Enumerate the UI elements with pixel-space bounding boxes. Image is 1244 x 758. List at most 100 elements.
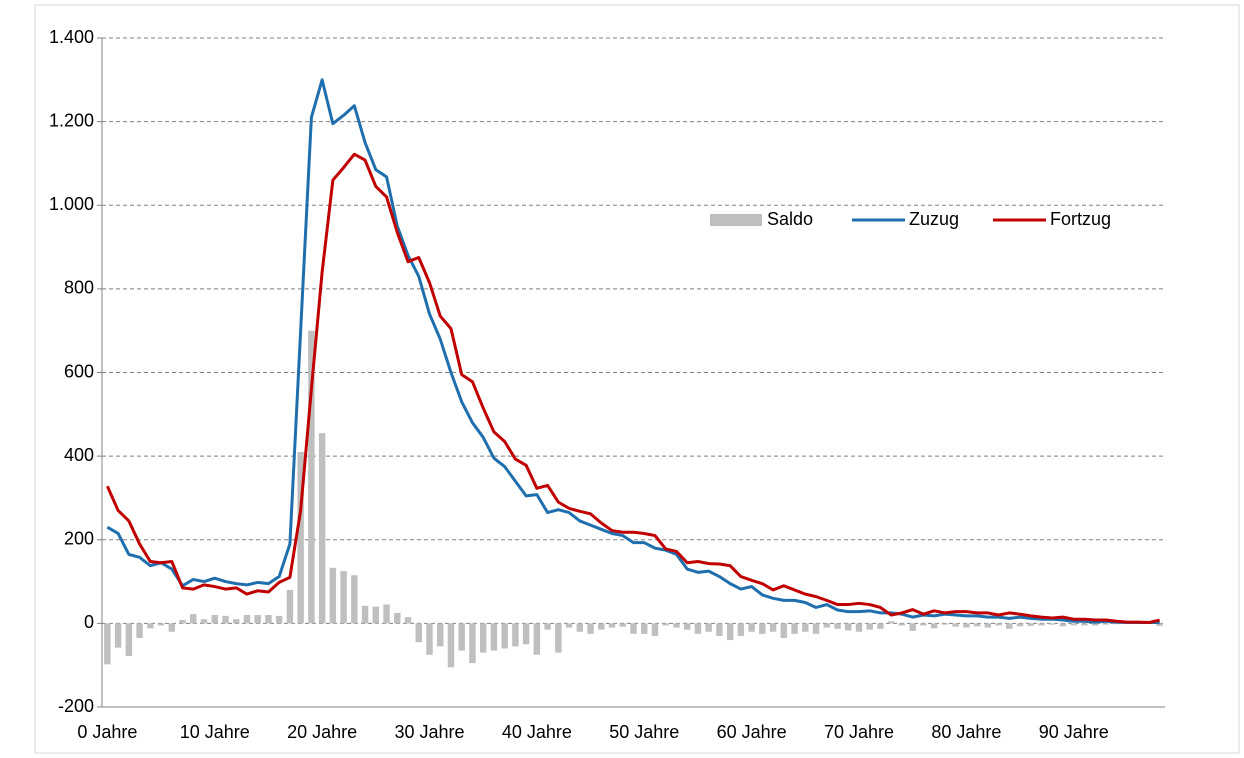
bar <box>920 623 927 626</box>
bar <box>479 623 487 653</box>
bar <box>608 623 616 628</box>
bar <box>533 623 541 655</box>
bar <box>275 615 283 624</box>
bar <box>372 606 380 624</box>
bar <box>232 619 240 624</box>
bar <box>1016 623 1024 627</box>
bar <box>222 615 229 624</box>
bar <box>1070 623 1077 626</box>
bar <box>973 623 981 627</box>
x-tick-label: 30 Jahre <box>394 722 464 742</box>
bar <box>930 623 938 629</box>
y-tick-label: 0 <box>84 612 94 632</box>
x-tick-label: 70 Jahre <box>824 722 894 742</box>
bar <box>114 623 122 648</box>
bar <box>812 623 820 634</box>
bar <box>619 623 626 627</box>
x-tick-label: 10 Jahre <box>180 722 250 742</box>
bar <box>759 623 766 634</box>
bar <box>254 615 261 624</box>
bar <box>308 330 315 624</box>
bar <box>726 623 734 641</box>
bar <box>705 623 712 632</box>
bar <box>383 604 390 624</box>
bar <box>641 623 648 634</box>
bar <box>662 623 669 626</box>
bar <box>1006 623 1013 629</box>
bar <box>963 623 970 628</box>
bar <box>297 451 304 624</box>
legend-label: Fortzug <box>1050 209 1111 229</box>
x-tick-label: 60 Jahre <box>717 722 787 742</box>
bar <box>909 623 916 631</box>
bar <box>769 623 777 632</box>
bar <box>458 623 465 651</box>
bar <box>361 605 369 624</box>
bar <box>1081 623 1088 626</box>
bar <box>394 612 401 624</box>
bar <box>780 623 788 639</box>
x-tick-label: 50 Jahre <box>609 722 679 742</box>
bar <box>630 623 637 634</box>
bar <box>1091 623 1099 626</box>
bar <box>437 623 444 647</box>
bar <box>200 619 208 624</box>
bar <box>802 623 809 632</box>
bar <box>512 623 519 647</box>
x-tick-label: 40 Jahre <box>502 722 572 742</box>
bar <box>984 623 992 628</box>
bar <box>1049 623 1056 625</box>
bar <box>1059 623 1067 627</box>
x-tick-label: 80 Jahre <box>931 722 1001 742</box>
y-tick-label: 600 <box>64 361 94 381</box>
line <box>106 78 1160 625</box>
bar <box>651 623 659 636</box>
bar <box>147 623 154 629</box>
bar <box>845 623 852 631</box>
bar <box>168 623 176 632</box>
bar <box>683 623 691 630</box>
y-tick-label: 200 <box>64 529 94 549</box>
bar <box>404 617 412 624</box>
bar <box>877 623 884 629</box>
bar <box>329 567 337 624</box>
bar <box>157 623 165 626</box>
bar <box>834 623 841 629</box>
bar <box>1156 623 1163 626</box>
y-tick-label: 1.000 <box>49 194 94 214</box>
bar <box>941 623 949 625</box>
bar <box>576 623 584 632</box>
legend-label: Zuzug <box>909 209 959 229</box>
x-tick-label: 90 Jahre <box>1039 722 1109 742</box>
bar <box>286 589 294 624</box>
bar <box>447 623 455 668</box>
bar <box>415 623 422 643</box>
bar <box>243 615 251 624</box>
line <box>105 152 1160 625</box>
y-tick-label: -200 <box>58 696 94 716</box>
bar <box>716 623 723 636</box>
bar <box>1027 623 1035 626</box>
bar <box>136 623 143 639</box>
x-tick-label: 20 Jahre <box>287 722 357 742</box>
bar <box>598 623 605 630</box>
bar <box>318 433 326 624</box>
bar <box>522 623 530 645</box>
chart-border <box>34 4 1240 754</box>
bar <box>866 623 873 630</box>
bar <box>1038 623 1045 626</box>
bar <box>190 614 197 624</box>
bar <box>125 623 133 656</box>
y-tick-label: 1.400 <box>49 27 94 47</box>
bar <box>469 623 476 664</box>
bar <box>340 571 347 624</box>
bar <box>104 623 111 665</box>
bar <box>179 620 186 624</box>
x-tick-label: 0 Jahre <box>77 722 137 742</box>
legend-symbol <box>710 214 762 226</box>
bar <box>823 623 830 628</box>
bar <box>587 623 594 634</box>
bar <box>737 623 745 636</box>
